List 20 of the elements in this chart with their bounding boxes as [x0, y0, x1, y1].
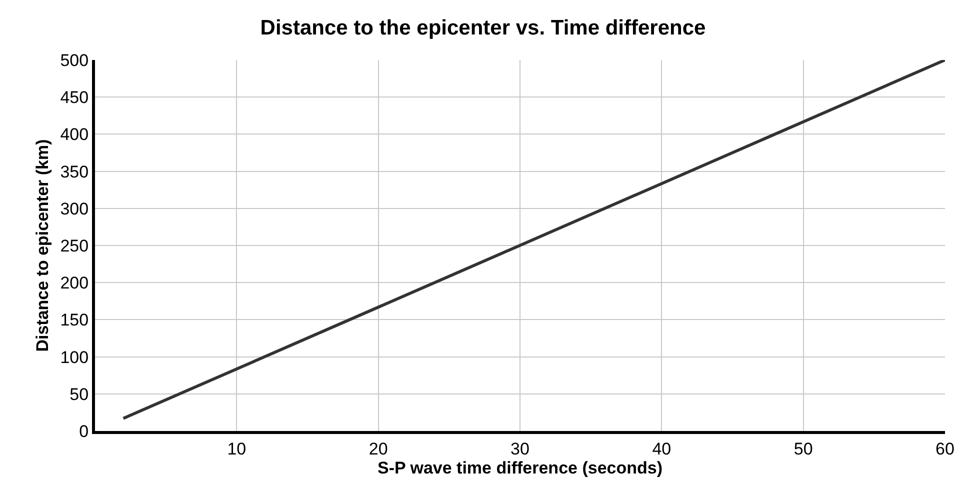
y-tick-label: 100 — [60, 348, 89, 367]
y-tick-label: 150 — [60, 310, 89, 330]
y-tick-label: 0 — [79, 422, 89, 441]
x-tick-label: 10 — [227, 439, 246, 458]
y-tick-label: 400 — [60, 125, 89, 144]
y-tick-label: 300 — [60, 199, 89, 218]
chart-title: Distance to the epicenter vs. Time difference — [260, 16, 706, 40]
y-tick-label: 450 — [60, 88, 89, 108]
y-tick-label: 500 — [60, 50, 89, 70]
x-tick-label: 60 — [936, 439, 954, 458]
x-tick-label: 40 — [652, 439, 672, 458]
y-tick-label: 200 — [60, 274, 89, 293]
x-axis-title: S-P wave time difference (seconds) — [377, 458, 663, 478]
x-tick-label: 20 — [368, 439, 388, 458]
y-tick-label: 50 — [70, 384, 89, 404]
y-tick-label: 250 — [60, 236, 89, 256]
x-tick-label: 30 — [510, 439, 530, 458]
y-axis-title: Distance to epicenter (km) — [32, 139, 52, 352]
x-tick-label: 50 — [794, 439, 813, 458]
y-tick-label: 350 — [60, 162, 89, 182]
